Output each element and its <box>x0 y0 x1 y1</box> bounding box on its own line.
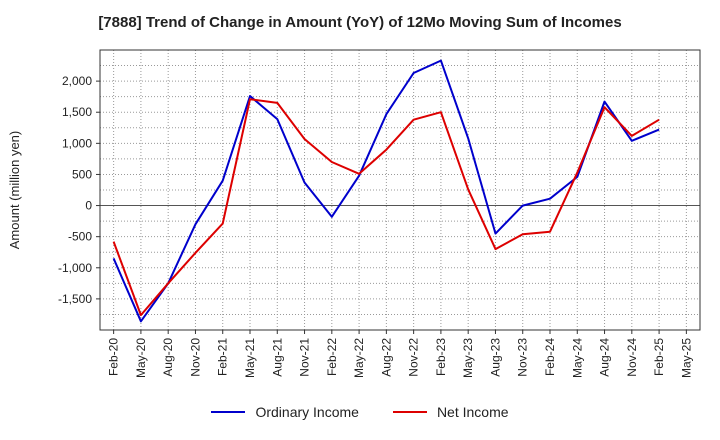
chart-title: [7888] Trend of Change in Amount (YoY) o… <box>98 14 622 31</box>
x-tick-label: Aug-22 <box>379 338 393 377</box>
series-line-net-income <box>112 98 660 317</box>
x-tick-label: Nov-24 <box>625 338 639 377</box>
x-tick-label: Aug-21 <box>270 338 284 377</box>
x-tick-label: Aug-20 <box>161 338 175 377</box>
x-tick-label: Feb-24 <box>543 338 557 376</box>
x-tick-label: Aug-23 <box>488 338 502 377</box>
y-tick-label: 2,000 <box>62 74 92 88</box>
legend-label-ordinary-income: Ordinary Income <box>255 404 359 420</box>
x-tick-label: May-21 <box>243 338 257 378</box>
grid-lines <box>100 50 700 330</box>
y-tick-label: 1,500 <box>62 105 92 119</box>
x-tick-label: Feb-20 <box>107 338 121 376</box>
y-tick-label: -500 <box>68 230 92 244</box>
x-axis-ticks: Feb-20 May-20 Aug-20 Nov-20 Feb-21 May-21 Aug-… <box>107 330 693 378</box>
x-tick-label: May-22 <box>352 338 366 378</box>
y-axis-ticks: -1,500 -1,000 -500 0 500 1,000 1,500 2,000 <box>58 74 100 306</box>
x-tick-label: May-24 <box>570 338 584 378</box>
x-tick-label: Feb-22 <box>325 338 339 376</box>
plot-frame <box>99 49 701 331</box>
x-tick-label: Aug-24 <box>598 338 612 377</box>
legend-label-net-income: Net Income <box>436 404 509 420</box>
y-tick-label: -1,000 <box>58 261 92 275</box>
y-tick-label: 1,000 <box>62 136 92 150</box>
x-tick-label: Nov-22 <box>407 338 421 377</box>
x-tick-label: May-20 <box>134 338 148 378</box>
series-line-ordinary-income <box>112 59 660 323</box>
y-tick-label: 0 <box>85 199 92 213</box>
x-tick-label: Feb-23 <box>434 338 448 376</box>
legend-item-ordinary-income: Ordinary Income <box>211 404 359 420</box>
x-tick-label: May-25 <box>679 338 693 378</box>
series-lines <box>112 59 660 323</box>
y-tick-label: -1,500 <box>58 292 92 306</box>
legend-swatch-net-income <box>392 411 427 413</box>
x-tick-label: Nov-23 <box>516 338 530 377</box>
legend-item-net-income: Net Income <box>392 404 509 420</box>
chart-legend: Ordinary Income Net Income <box>0 404 720 420</box>
y-tick-label: 500 <box>72 167 92 181</box>
x-tick-label: Feb-25 <box>652 338 666 376</box>
x-tick-label: Nov-20 <box>188 338 202 377</box>
x-tick-label: Feb-21 <box>216 338 230 376</box>
y-axis-label: Amount (million yen) <box>7 131 22 250</box>
x-tick-label: May-23 <box>461 338 475 378</box>
x-tick-label: Nov-21 <box>298 338 312 377</box>
legend-swatch-ordinary-income <box>211 411 246 413</box>
